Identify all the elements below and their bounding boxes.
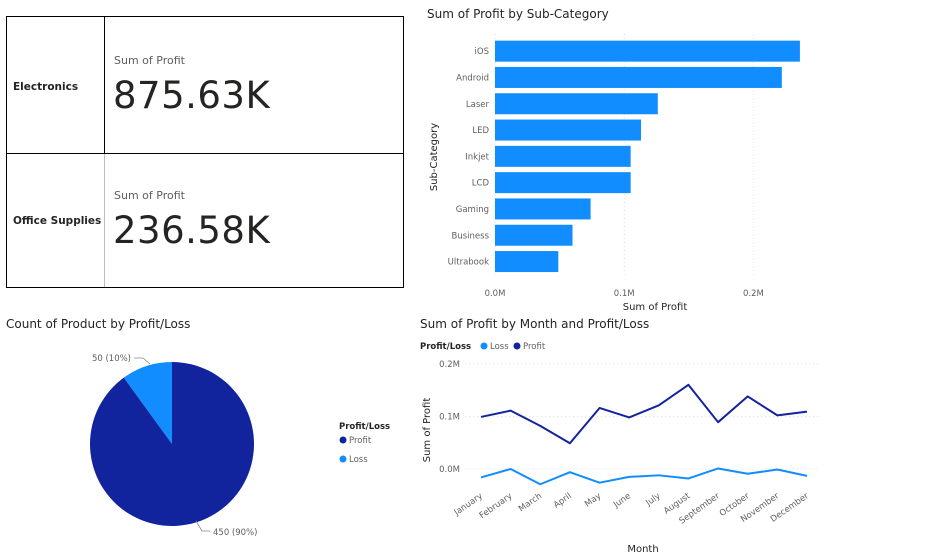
pie-legend-dot-profit [339, 436, 347, 444]
line-x-tick-label: April [552, 491, 574, 510]
bar-inkjet [495, 145, 631, 167]
pie-label-loss: 50 (10%) [92, 354, 131, 364]
kpi-row-label-office-supplies: Office Supplies [13, 215, 102, 227]
pie-slice-loss [123, 362, 172, 444]
line-legend-dot-loss [480, 342, 488, 350]
line-x-tick-label: July [643, 491, 662, 509]
bar-x-tick-label: 0.2M [743, 289, 764, 299]
line-chart-title: Sum of Profit by Month and Profit/Loss [420, 317, 650, 331]
kpi-value-office-supplies: 236.58K [113, 209, 271, 252]
pie-leader-loss [134, 357, 151, 365]
bar-chart: 0.0M 0.1M 0.2M iOS Android Laser LED Inkjet LCD G… [429, 34, 800, 310]
bar-x-tick-label: 0.0M [485, 289, 506, 299]
kpi-border-top [6, 16, 404, 17]
bar-laser [495, 93, 658, 115]
kpi-matrix: Electronics Sum of Profit 875.63K Office… [6, 16, 404, 288]
pie-legend-item-loss: Loss [349, 455, 368, 465]
pie-leader-profit [195, 520, 210, 532]
pie-chart-title: Count of Product by Profit/Loss [6, 317, 191, 331]
bar-x-axis-title: Sum of Profit [623, 302, 688, 310]
bar-category-label: Business [452, 231, 490, 241]
bar-ios [495, 40, 800, 62]
line-legend-item-profit: Profit [523, 342, 546, 352]
bar-led [495, 119, 641, 141]
pie-legend-item-profit: Profit [349, 436, 372, 446]
line-x-tick-label: June [611, 491, 633, 510]
line-y-tick-label: 0.2M [439, 360, 460, 370]
pie-label-profit: 450 (90%) [213, 528, 257, 538]
bar-android [495, 66, 782, 88]
bar-category-label: Gaming [456, 205, 489, 215]
pie-legend-dot-loss [339, 455, 347, 463]
line-series-profit [480, 383, 808, 445]
bar-chart-title: Sum of Profit by Sub-Category [427, 7, 609, 21]
line-x-tick-label: February [478, 491, 515, 521]
line-series-loss [480, 467, 808, 486]
line-legend-dot-profit [513, 342, 521, 350]
line-x-tick-label: March [517, 491, 544, 514]
kpi-border-left [6, 16, 7, 288]
kpi-row-divider [6, 153, 404, 154]
bar-category-label: LCD [472, 179, 490, 189]
kpi-col-divider-1 [104, 16, 105, 153]
kpi-col-divider-2 [104, 154, 105, 287]
kpi-border-bottom [6, 287, 404, 288]
kpi-value-electronics: 875.63K [113, 74, 271, 117]
line-y-tick-label: 0.0M [439, 465, 460, 475]
bar-category-label: Inkjet [465, 152, 489, 162]
line-legend-title: Profit/Loss [420, 342, 471, 352]
bar-ultrabook [495, 251, 559, 273]
line-x-tick-label: May [583, 491, 603, 509]
bar-category-label: Laser [466, 100, 490, 110]
kpi-row-label-electronics: Electronics [13, 81, 79, 93]
line-legend-item-loss: Loss [490, 342, 509, 352]
bar-category-label: iOS [475, 47, 489, 57]
line-y-tick-label: 0.1M [439, 412, 460, 422]
pie-slice-profit [89, 362, 254, 526]
bar-business [495, 224, 573, 246]
pie-legend-title: Profit/Loss [339, 422, 390, 432]
bar-category-label: Ultrabook [448, 258, 489, 268]
bar-category-label: LED [472, 126, 489, 136]
kpi-caption: Sum of Profit [114, 189, 185, 202]
kpi-caption: Sum of Profit [114, 54, 185, 67]
pie-chart: 50 (10%) 450 (90%) Profit/Loss Profit Loss [89, 354, 390, 538]
line-y-axis-title: Sum of Profit [422, 398, 433, 463]
line-x-axis-title: Month [627, 544, 658, 555]
kpi-border-right [403, 16, 404, 288]
bar-x-tick-label: 0.1M [614, 289, 635, 299]
line-chart: Profit/Loss Loss Profit0.0M0.1M0.2MJanuary… [420, 342, 820, 555]
bar-gaming [495, 198, 591, 220]
bar-category-label: Android [456, 73, 489, 83]
bar-lcd [495, 172, 631, 194]
bar-y-axis-title: Sub-Category [429, 123, 440, 191]
